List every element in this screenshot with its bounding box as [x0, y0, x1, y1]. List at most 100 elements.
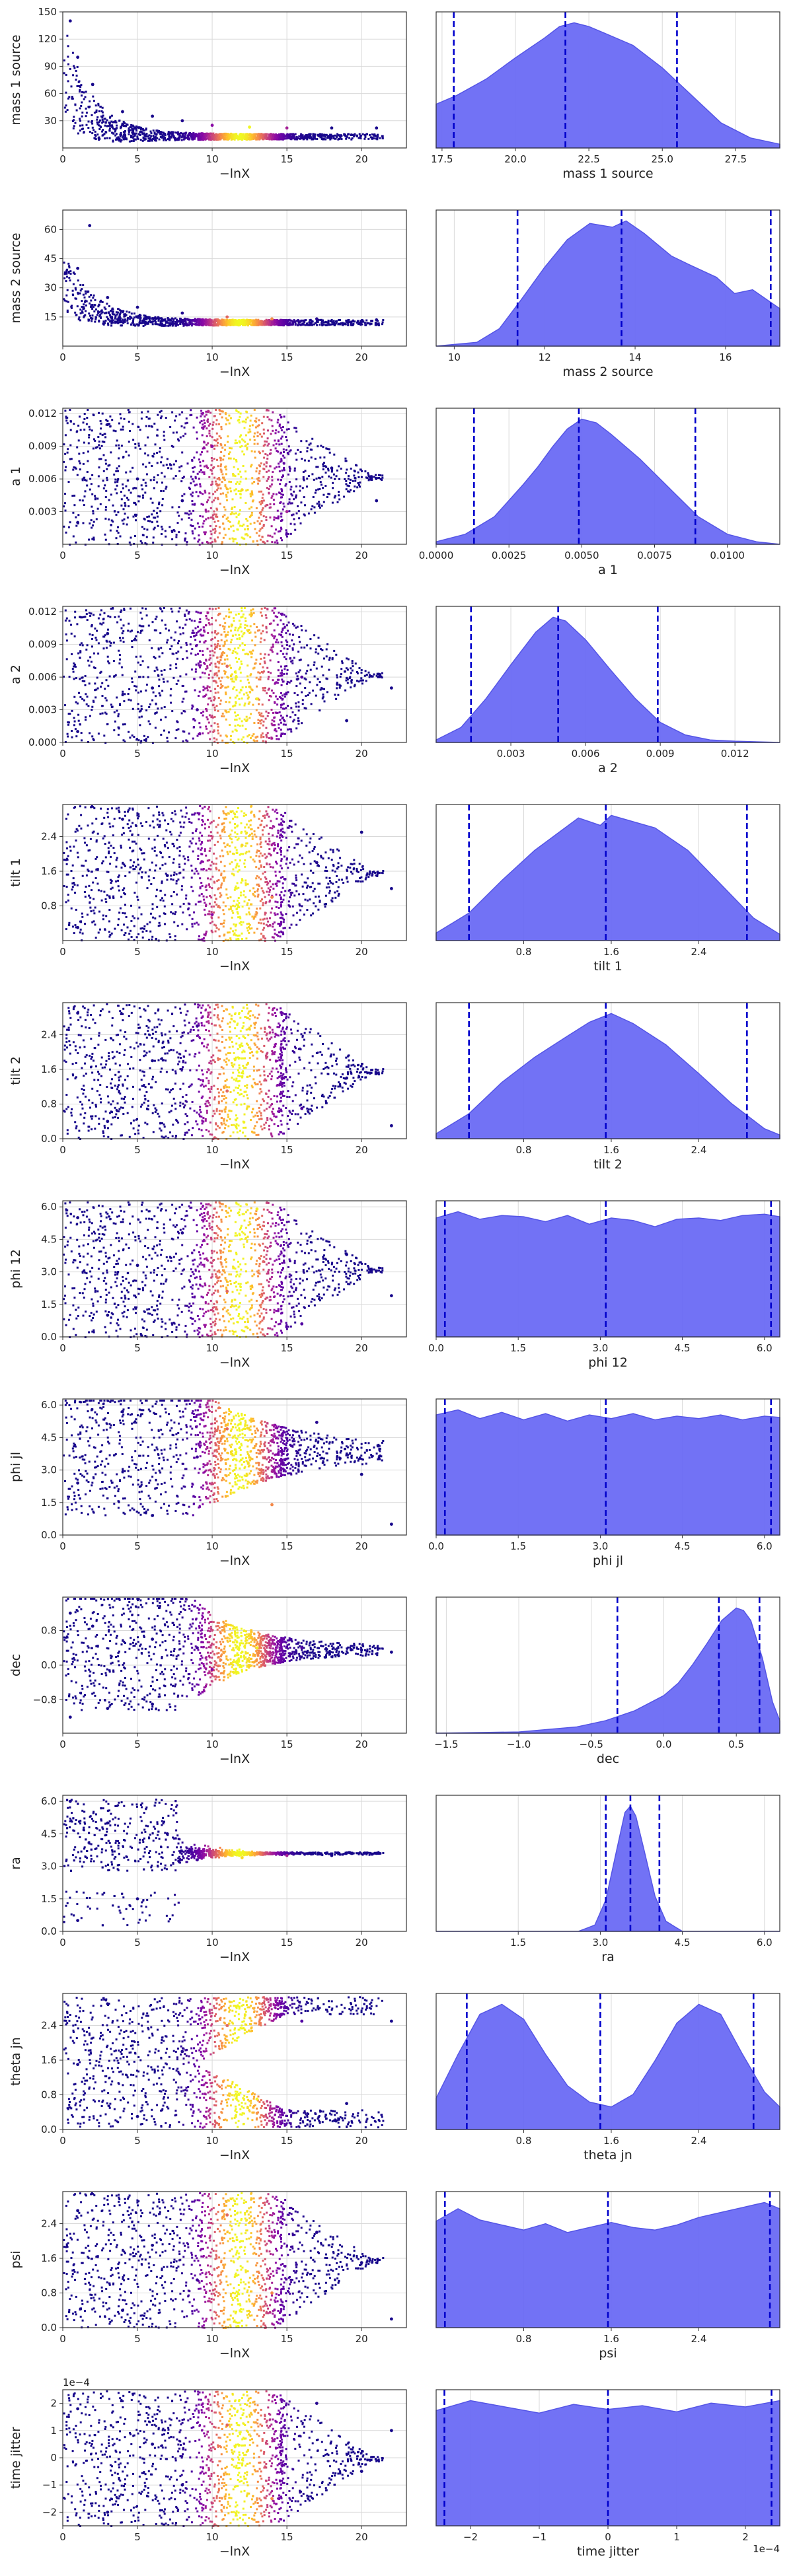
sample-point	[276, 734, 278, 737]
sample-point	[72, 74, 75, 77]
sample-point	[112, 319, 114, 322]
sample-point	[338, 491, 340, 493]
x-tick-label: 10	[448, 351, 461, 363]
sample-point	[188, 322, 190, 324]
sample-point	[328, 324, 331, 326]
sample-point	[119, 139, 122, 142]
sample-point	[133, 316, 135, 319]
sample-point	[168, 731, 170, 734]
sample-point	[104, 124, 106, 127]
sample-point	[108, 311, 110, 314]
sample-point	[144, 491, 147, 494]
sample-point	[365, 324, 367, 326]
sample-point	[302, 476, 305, 478]
sample-point	[230, 447, 233, 450]
x-tick-label: 0	[59, 153, 66, 165]
sample-point	[274, 320, 276, 322]
sample-point	[205, 319, 208, 322]
sample-point	[224, 485, 227, 487]
sample-point	[213, 499, 215, 502]
sample-point	[198, 538, 201, 541]
sample-point	[313, 511, 316, 514]
sample-point	[381, 321, 384, 324]
sample-point	[89, 105, 91, 108]
sample-point	[161, 504, 164, 507]
sample-point	[78, 316, 81, 319]
sample-point	[114, 510, 116, 513]
sample-point	[215, 738, 218, 741]
sample-point	[217, 324, 219, 326]
sample-point	[88, 612, 91, 614]
sample-point	[271, 479, 274, 482]
sample-point	[192, 705, 194, 708]
sample-point	[112, 127, 114, 129]
sample-point	[137, 137, 139, 140]
sample-point	[104, 459, 107, 462]
sample-point	[67, 301, 69, 303]
sample-point	[271, 425, 274, 427]
sample-point	[171, 538, 174, 540]
sample-point	[176, 320, 178, 322]
sample-point	[107, 322, 109, 325]
sample-point	[125, 314, 128, 316]
sample-point	[75, 314, 77, 316]
sample-point	[168, 137, 170, 140]
sample-point	[211, 135, 214, 138]
sample-point	[220, 428, 223, 431]
sample-point	[272, 444, 275, 447]
sample-point	[120, 491, 122, 493]
sample-point	[223, 643, 226, 645]
sample-point	[206, 435, 208, 437]
sample-point	[194, 135, 196, 138]
sample-point	[204, 415, 206, 418]
sample-point	[225, 468, 227, 471]
sample-point	[124, 504, 127, 507]
sample-point	[204, 491, 207, 494]
sample-point	[189, 132, 191, 134]
sample-point	[271, 536, 274, 538]
sample-point	[262, 322, 264, 325]
sample-point	[97, 436, 100, 438]
sample-point	[161, 322, 163, 325]
sample-point	[176, 133, 179, 135]
sample-point	[174, 663, 177, 666]
sample-point	[273, 134, 276, 137]
sample-point	[327, 135, 330, 137]
sample-point	[280, 429, 283, 431]
sample-point	[225, 473, 227, 476]
sample-point	[210, 645, 213, 647]
sample-point	[332, 482, 334, 484]
sample-point	[300, 625, 303, 627]
sample-point	[100, 110, 103, 112]
sample-point	[91, 637, 93, 640]
sample-point	[248, 323, 250, 326]
sample-point	[71, 97, 74, 100]
sample-point	[312, 690, 315, 692]
sample-point	[250, 506, 253, 509]
sample-point	[221, 133, 223, 135]
sample-point	[190, 409, 192, 411]
sample-point	[304, 504, 306, 507]
sample-point	[253, 133, 256, 135]
sample-point	[352, 665, 354, 668]
sample-point	[291, 137, 294, 139]
sample-point	[344, 478, 346, 480]
sample-point	[228, 414, 231, 417]
sample-point	[302, 478, 305, 480]
sample-point	[315, 651, 317, 654]
sample-point	[243, 453, 245, 456]
sample-point	[66, 451, 69, 454]
sample-point	[225, 718, 227, 721]
sample-point	[275, 517, 278, 520]
sample-point	[190, 319, 192, 322]
sample-point	[239, 137, 241, 140]
sample-point	[264, 653, 266, 656]
sample-point	[322, 134, 324, 137]
sample-point	[338, 478, 340, 480]
sample-point	[209, 411, 212, 414]
sample-point	[104, 538, 107, 541]
sample-point	[202, 515, 204, 518]
sample-point	[262, 137, 264, 139]
sample-point	[133, 535, 136, 537]
sample-point	[328, 475, 330, 478]
